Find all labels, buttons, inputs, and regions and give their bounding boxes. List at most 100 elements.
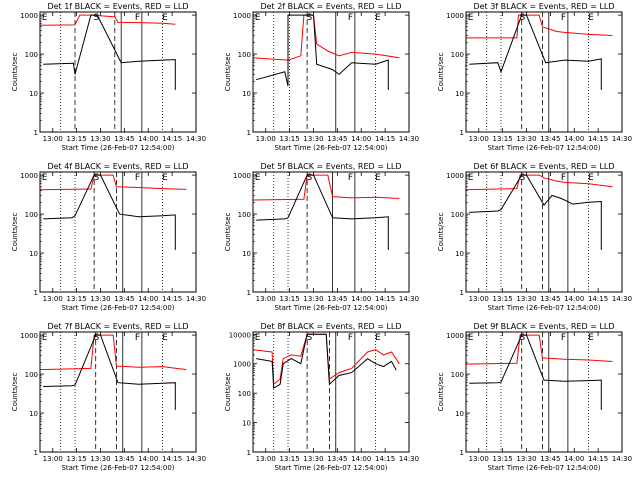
x-tick-label: 14:15 bbox=[375, 295, 395, 303]
x-axis-label: Start Time (26-Feb-07 12:54:00) bbox=[487, 304, 600, 312]
x-tick-label: 13:30 bbox=[516, 135, 536, 143]
interval-label: S bbox=[307, 333, 313, 343]
panel-title: Det 5f BLACK = Events, RED = LLD bbox=[260, 162, 401, 171]
y-tick-label: 10000 bbox=[229, 331, 251, 339]
series-events bbox=[43, 14, 176, 90]
y-axis-label: Counts/sec bbox=[11, 213, 19, 252]
y-tick-label: 10 bbox=[455, 250, 464, 258]
y-tick-label: 1 bbox=[247, 129, 251, 137]
panel-title: Det 8f BLACK = Events, RED = LLD bbox=[260, 322, 401, 331]
interval-label: S bbox=[94, 333, 100, 343]
y-tick-label: 1000 bbox=[20, 332, 38, 340]
y-tick-label: 100 bbox=[451, 51, 464, 59]
series-lld bbox=[252, 14, 400, 61]
x-axis-label: Start Time (26-Feb-07 12:54:00) bbox=[61, 304, 174, 312]
y-tick-label: 100 bbox=[451, 211, 464, 219]
x-tick-label: 13:30 bbox=[516, 455, 536, 463]
x-tick-label: 13:30 bbox=[303, 135, 323, 143]
series-events bbox=[256, 174, 389, 250]
x-tick-label: 13:45 bbox=[327, 295, 347, 303]
series-events bbox=[256, 333, 397, 389]
y-tick-label: 10 bbox=[242, 420, 251, 428]
x-axis-label: Start Time (26-Feb-07 12:54:00) bbox=[487, 144, 600, 152]
y-tick-label: 100 bbox=[25, 371, 38, 379]
x-tick-label: 13:45 bbox=[540, 455, 560, 463]
series-lld bbox=[39, 14, 176, 26]
x-tick-label: 13:15 bbox=[280, 455, 300, 463]
x-tick-label: 13:45 bbox=[327, 455, 347, 463]
series-lld bbox=[466, 14, 613, 39]
interval-label: E bbox=[162, 173, 168, 183]
x-tick-label: 13:15 bbox=[493, 455, 513, 463]
y-tick-label: 1000 bbox=[233, 361, 251, 369]
y-tick-label: 1 bbox=[34, 129, 38, 137]
x-tick-label: 13:00 bbox=[256, 135, 276, 143]
x-tick-label: 14:00 bbox=[351, 455, 371, 463]
y-tick-label: 1 bbox=[247, 449, 251, 457]
x-tick-label: 14:30 bbox=[612, 455, 632, 463]
interval-label: E bbox=[255, 173, 261, 183]
plot-frame bbox=[252, 11, 410, 133]
x-tick-label: 14:00 bbox=[564, 295, 584, 303]
panel-title: Det 6f BLACK = Events, RED = LLD bbox=[473, 162, 614, 171]
plot-frame bbox=[465, 11, 623, 133]
y-tick-label: 1000 bbox=[446, 12, 464, 20]
x-tick-label: 13:30 bbox=[516, 295, 536, 303]
x-tick-label: 13:15 bbox=[67, 135, 87, 143]
x-tick-label: 13:45 bbox=[540, 135, 560, 143]
y-axis-label: Counts/sec bbox=[224, 373, 232, 412]
x-axis-label: Start Time (26-Feb-07 12:54:00) bbox=[487, 464, 600, 472]
x-tick-label: 13:00 bbox=[43, 295, 63, 303]
x-tick-label: 13:45 bbox=[327, 135, 347, 143]
interval-label: S bbox=[307, 173, 313, 183]
interval-label: E bbox=[375, 173, 381, 183]
x-tick-label: 13:15 bbox=[493, 295, 513, 303]
series-lld bbox=[252, 174, 400, 201]
series-events bbox=[256, 14, 389, 90]
interval-label: E bbox=[468, 333, 474, 343]
x-tick-label: 13:00 bbox=[469, 455, 489, 463]
plot-frame bbox=[465, 171, 623, 293]
interval-label: F bbox=[561, 333, 566, 343]
series-events bbox=[469, 334, 602, 410]
x-tick-label: 13:45 bbox=[540, 295, 560, 303]
x-tick-label: 13:30 bbox=[303, 295, 323, 303]
interval-label: S bbox=[94, 13, 100, 23]
interval-label: E bbox=[588, 173, 594, 183]
x-axis-label: Start Time (26-Feb-07 12:54:00) bbox=[61, 144, 174, 152]
y-tick-label: 10 bbox=[455, 410, 464, 418]
x-tick-label: 14:15 bbox=[162, 295, 182, 303]
x-tick-label: 13:15 bbox=[67, 455, 87, 463]
x-tick-label: 14:30 bbox=[612, 295, 632, 303]
x-tick-label: 13:00 bbox=[256, 295, 276, 303]
panel-det-4: Det 4f BLACK = Events, RED = LLD E S F E 1 10 1… bbox=[11, 162, 206, 312]
panel-title: Det 3f BLACK = Events, RED = LLD bbox=[473, 2, 614, 11]
x-tick-label: 13:30 bbox=[90, 295, 110, 303]
x-tick-label: 14:30 bbox=[399, 295, 419, 303]
series-lld bbox=[465, 174, 613, 191]
panel-title: Det 2f BLACK = Events, RED = LLD bbox=[260, 2, 401, 11]
x-axis-label: Start Time (26-Feb-07 12:54:00) bbox=[274, 304, 387, 312]
x-tick-label: 13:30 bbox=[90, 135, 110, 143]
y-axis-label: Counts/sec bbox=[11, 373, 19, 412]
y-tick-label: 1000 bbox=[20, 172, 38, 180]
x-axis-label: Start Time (26-Feb-07 12:54:00) bbox=[274, 464, 387, 472]
y-axis-label: Counts/sec bbox=[437, 53, 445, 92]
interval-label: F bbox=[135, 13, 140, 23]
y-tick-label: 10 bbox=[29, 90, 38, 98]
panel-title: Det 7f BLACK = Events, RED = LLD bbox=[47, 322, 188, 331]
panel-det-5: Det 5f BLACK = Events, RED = LLD E S F E 1 10 1… bbox=[224, 162, 419, 312]
plot-frame bbox=[252, 331, 410, 453]
y-tick-label: 1 bbox=[460, 289, 464, 297]
x-tick-label: 14:30 bbox=[399, 135, 419, 143]
y-tick-label: 100 bbox=[238, 211, 251, 219]
interval-label: E bbox=[468, 13, 474, 23]
series-events bbox=[469, 14, 602, 90]
interval-label: E bbox=[375, 13, 381, 23]
x-tick-label: 13:30 bbox=[90, 455, 110, 463]
y-tick-label: 10 bbox=[455, 90, 464, 98]
y-axis-label: Counts/sec bbox=[437, 213, 445, 252]
interval-label: S bbox=[520, 13, 526, 23]
